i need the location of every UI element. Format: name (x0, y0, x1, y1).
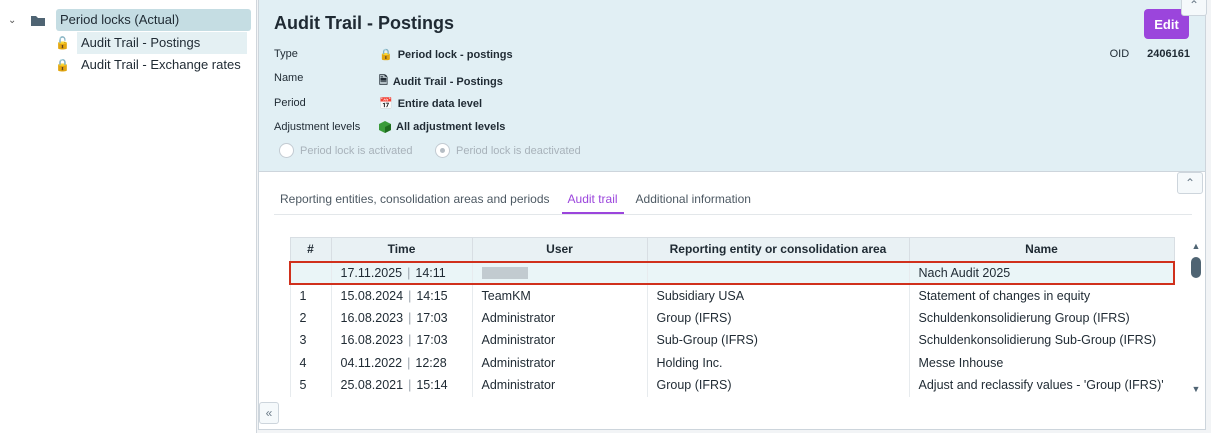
redacted-user (481, 267, 528, 280)
cell-entity: Group (IFRS) (646, 306, 909, 329)
table-row[interactable]: 3 16.08.2023 | 17:03 Administrator Sub-Gro… (289, 329, 1174, 352)
table-row[interactable]: 4 04.11.2022 | 12:28 Administrator Holding… (289, 351, 1174, 374)
prop-value-name: 🗎 Audit Trail - Postings (379, 72, 503, 91)
cube-icon (379, 121, 391, 133)
cell-number: 5 (289, 374, 331, 397)
document-icon: 🗎 (379, 75, 388, 87)
prop-label-adjustment-levels: Adjustment levels (274, 121, 361, 133)
tab-bar: Reporting entities, consolidation areas … (274, 188, 1192, 215)
cell-user: Administrator (471, 329, 647, 352)
lock-icon: 🔒 (379, 49, 393, 61)
cell-user: Administrator (471, 374, 647, 397)
cell-entity: Sub-Group (IFRS) (646, 329, 909, 352)
cell-user (471, 260, 647, 285)
detail-header: Audit Trail - Postings Edit OID 2406161 T… (259, 0, 1205, 172)
cell-time: 25.08.2021 | 15:14 (330, 374, 472, 397)
cell-name: Schuldenkonsolidierung Group (IFRS) (908, 306, 1174, 329)
cell-number: 2 (289, 306, 331, 329)
cell-user: Administrator (471, 306, 647, 329)
tree-item-audit-trail-exchange-rates[interactable]: 🔒 Audit Trail - Exchange rates (55, 57, 241, 72)
tree-item-audit-trail-postings[interactable]: 🔓 Audit Trail - Postings (55, 32, 247, 54)
cell-time: 15.08.2024 | 14:15 (330, 284, 472, 307)
scroll-down-icon: ▼ (1191, 384, 1201, 394)
prop-label-type: Type (274, 48, 298, 60)
collapse-left-panel-button[interactable]: « (259, 402, 279, 424)
table-row[interactable]: 5 25.08.2021 | 15:14 Administrator Group (… (289, 374, 1174, 397)
scrollbar-thumb[interactable] (1191, 257, 1201, 278)
collapse-header-button[interactable]: ⌃ (1177, 172, 1203, 194)
table-row[interactable]: 1 15.08.2024 | 14:15 TeamKM Subsidiary USA… (289, 284, 1174, 307)
cell-name: Statement of changes in equity (908, 284, 1174, 307)
cell-time: 17.11.2025 | 14:11 (330, 260, 472, 285)
tree-node-period-locks[interactable]: ⌄ Period locks (Actual) (8, 9, 251, 31)
cell-time: 16.08.2023 | 17:03 (330, 329, 472, 352)
cell-entity: Subsidiary USA (646, 284, 909, 307)
column-header-name[interactable]: Name (908, 237, 1175, 262)
cell-number: 3 (289, 329, 331, 352)
audit-trail-table: # Time User Reporting entity or consolid… (289, 237, 1175, 397)
lock-icon: 🔓 (55, 36, 70, 50)
column-header-entity[interactable]: Reporting entity or consolidation area (646, 237, 910, 262)
cell-time: 04.11.2022 | 12:28 (330, 351, 472, 374)
vertical-scrollbar[interactable]: ▲ ▼ (1190, 241, 1202, 401)
oid: OID 2406161 (1109, 48, 1190, 60)
scroll-up-icon: ▲ (1191, 241, 1201, 251)
collapse-top-button[interactable]: ⌃ (1181, 0, 1207, 16)
column-header-time[interactable]: Time (330, 237, 473, 262)
cell-number: 4 (289, 351, 331, 374)
cell-name: Adjust and reclassify values - 'Group (I… (908, 374, 1174, 397)
radio-deactivated[interactable]: Period lock is deactivated (435, 143, 581, 158)
cell-name: Nach Audit 2025 (908, 260, 1175, 285)
tab-additional-information[interactable]: Additional information (635, 192, 751, 206)
prop-value-period: 📅 Entire data level (379, 97, 483, 111)
column-header-user[interactable]: User (471, 237, 648, 262)
cell-name: Schuldenkonsolidierung Sub-Group (IFRS) (908, 329, 1174, 352)
cell-entity (646, 260, 909, 285)
folder-icon (31, 15, 45, 26)
calendar-icon: 📅 (379, 98, 393, 110)
detail-panel: Audit Trail - Postings Edit OID 2406161 T… (258, 0, 1207, 430)
tab-reporting-entities[interactable]: Reporting entities, consolidation areas … (280, 192, 550, 206)
cell-time: 16.08.2023 | 17:03 (330, 306, 472, 329)
cell-user: Administrator (471, 351, 647, 374)
navigation-tree: ⌄ Period locks (Actual) 🔓 Audit Trail - … (0, 0, 257, 433)
radio-activated[interactable]: Period lock is activated (279, 143, 413, 158)
table-row[interactable]: 17.11.2025 | 14:11 Nach Audit 2025 (289, 260, 1175, 285)
cell-user: TeamKM (471, 284, 647, 307)
lock-icon: 🔒 (55, 58, 70, 72)
cell-entity: Holding Inc. (646, 351, 909, 374)
cell-number (289, 260, 331, 285)
column-header-number[interactable]: # (289, 237, 332, 262)
chevron-down-icon[interactable]: ⌄ (8, 14, 17, 26)
prop-value-adjustment-levels: All adjustment levels (379, 121, 505, 133)
table-row[interactable]: 2 16.08.2023 | 17:03 Administrator Group (… (289, 306, 1174, 329)
cell-entity: Group (IFRS) (646, 374, 909, 397)
cell-name: Messe Inhouse (908, 351, 1174, 374)
prop-value-type: 🔒 Period lock - postings (379, 48, 513, 62)
prop-label-name: Name (274, 72, 304, 84)
cell-number: 1 (289, 284, 331, 307)
prop-label-period: Period (274, 97, 306, 109)
tab-audit-trail[interactable]: Audit trail (561, 188, 624, 214)
page-title: Audit Trail - Postings (274, 13, 455, 33)
